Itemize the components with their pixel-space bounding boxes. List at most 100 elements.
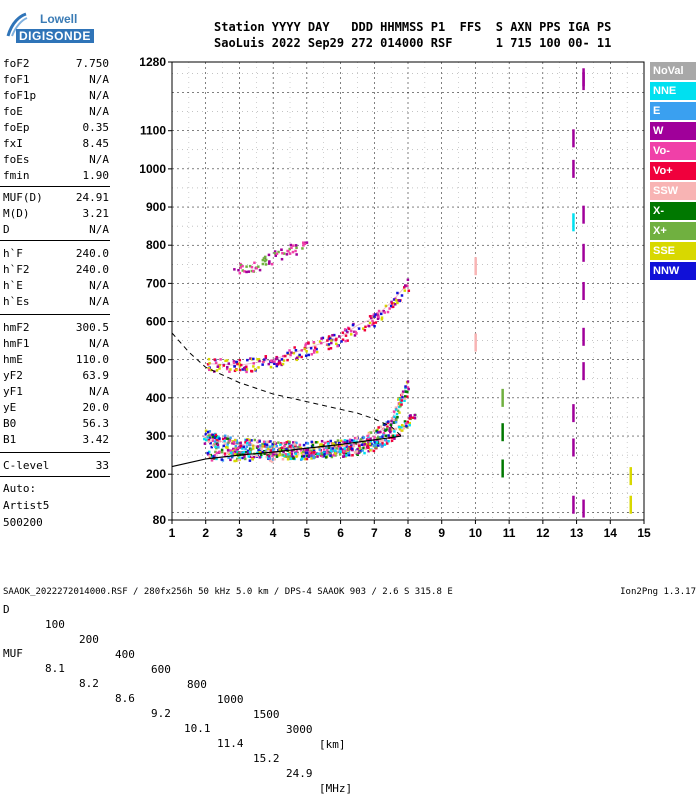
- echo-point: [258, 450, 262, 454]
- echo-point: [386, 421, 390, 425]
- echo-point: [376, 312, 379, 315]
- echo-point: [344, 334, 348, 337]
- echo-point: [263, 452, 266, 456]
- muf-d-value: 800: [187, 678, 207, 691]
- echo-point: [284, 354, 287, 358]
- legend-item-w: W: [650, 122, 696, 140]
- echo-point: [210, 445, 213, 449]
- echo-point: [331, 447, 335, 450]
- echo-point: [273, 441, 277, 444]
- echo-point: [258, 359, 261, 363]
- echo-point: [298, 353, 301, 357]
- echo-point: [242, 445, 245, 449]
- echo-point: [270, 445, 274, 448]
- param-value: N/A: [89, 337, 109, 350]
- echo-point: [282, 354, 285, 358]
- param-label: foEp: [3, 121, 30, 134]
- param-label: D: [3, 223, 10, 236]
- echo-point: [251, 444, 255, 447]
- echo-point: [241, 269, 245, 272]
- echo-point: [267, 253, 271, 257]
- echo-point: [406, 386, 410, 389]
- echo-point: [238, 451, 241, 455]
- divider: [0, 240, 110, 241]
- echo-point: [322, 448, 326, 451]
- echo-point: [401, 429, 404, 432]
- echo-point: [312, 340, 316, 344]
- legend-item-nne: NNE: [650, 82, 696, 100]
- param-row-fof1: foF1 N/A: [3, 72, 109, 87]
- param-row-hmf2: hmF2 300.5: [3, 320, 109, 335]
- echo-point: [315, 350, 319, 354]
- echo-point: [217, 435, 220, 439]
- echo-point: [330, 339, 333, 342]
- param-row-foe: foE N/A: [3, 104, 109, 119]
- param-label: C-level: [3, 459, 50, 472]
- echo-point: [261, 445, 265, 448]
- echo-point: [288, 455, 292, 458]
- echo-point: [231, 442, 234, 445]
- echo-point: [339, 447, 343, 450]
- echo-point: [361, 441, 365, 444]
- echo-point: [388, 427, 392, 430]
- echo-point: [273, 451, 276, 454]
- echo-point: [208, 436, 211, 439]
- echo-point: [265, 443, 269, 446]
- echo-point: [406, 284, 409, 288]
- trace-layer: [202, 283, 409, 449]
- echo-point: [218, 363, 222, 367]
- echo-point: [343, 328, 347, 331]
- param-value: 20.0: [82, 401, 110, 414]
- echo-point: [250, 265, 254, 269]
- echo-point: [286, 358, 289, 362]
- param-value: N/A: [89, 385, 109, 398]
- echo-point: [313, 346, 317, 349]
- echo-point: [387, 434, 390, 437]
- echo-point: [349, 454, 352, 457]
- echo-point: [245, 438, 249, 442]
- echo-point: [392, 419, 396, 422]
- echo-point: [274, 254, 277, 257]
- echo-point: [280, 358, 284, 361]
- echo-point: [264, 356, 268, 360]
- y-tick-label: 1100: [140, 124, 166, 138]
- echo-point: [357, 451, 360, 455]
- echo-point: [322, 451, 326, 454]
- echo-point: [376, 436, 380, 440]
- echo-point: [250, 439, 253, 442]
- echo-point: [226, 442, 229, 446]
- echo-point: [403, 286, 406, 289]
- echo-point: [226, 366, 229, 369]
- muf-value: 10.1: [184, 722, 211, 735]
- legend-item-nnw: NNW: [650, 262, 696, 280]
- echo-point: [390, 302, 394, 305]
- echo-point: [338, 453, 342, 456]
- echo-point: [243, 456, 246, 459]
- echo-point: [287, 453, 290, 456]
- echo-point: [334, 452, 337, 455]
- echo-point: [239, 264, 243, 267]
- echo-point: [326, 442, 330, 445]
- echo-point: [233, 439, 237, 442]
- echo-point: [312, 449, 316, 453]
- echo-point: [301, 247, 304, 250]
- echo-point: [384, 304, 388, 308]
- echo-point: [218, 367, 221, 370]
- echo-point: [389, 430, 392, 434]
- echo-point: [243, 457, 247, 461]
- echo-point: [239, 363, 243, 367]
- echo-point: [320, 443, 323, 446]
- echo-point: [301, 457, 304, 460]
- echo-point: [245, 365, 248, 369]
- echo-point: [356, 453, 359, 456]
- echo-point: [292, 441, 295, 444]
- muf-d-value: 1000: [217, 693, 244, 706]
- echo-point: [211, 435, 214, 439]
- muf-value: 8.1: [45, 662, 65, 675]
- muf-d-value: 3000: [286, 723, 313, 736]
- echo-point: [327, 335, 331, 338]
- echo-point: [262, 257, 266, 260]
- echo-point: [245, 265, 248, 268]
- echo-point: [351, 453, 354, 457]
- echo-point: [246, 449, 250, 453]
